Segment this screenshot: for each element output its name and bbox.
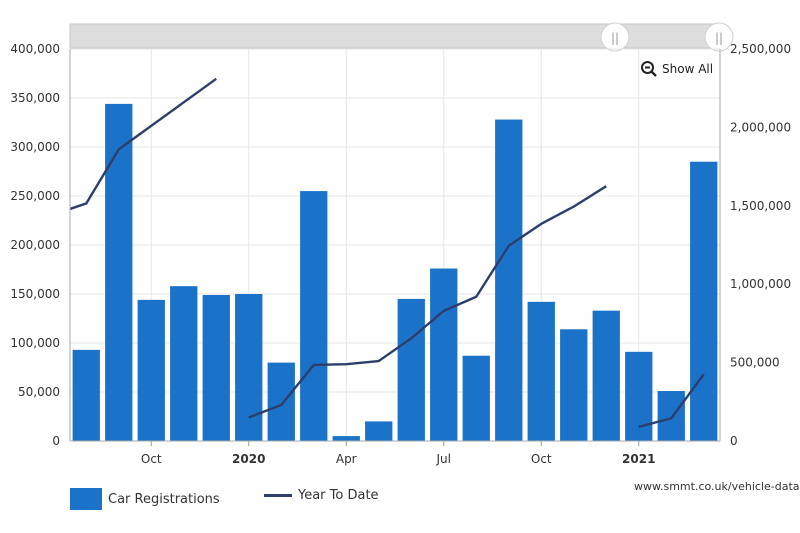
ytd-line-segment-2[interactable] [248,185,607,419]
legend-line-label: Year To Date [298,488,379,503]
bar-4[interactable] [170,286,198,441]
bar-7[interactable] [267,362,295,441]
show-all-button[interactable]: Show All [640,60,713,78]
bar-14[interactable] [495,119,523,441]
bar-11[interactable] [397,298,425,441]
x-tick-label: 2021 [622,452,655,466]
bar-6[interactable] [235,294,263,441]
y-right-tick-label: 2,500,000 [730,42,791,56]
zoom-out-icon [641,61,657,77]
show-all-label: Show All [662,62,714,76]
bar-2[interactable] [105,103,133,441]
bar-12[interactable] [430,268,458,441]
x-tick-label: Oct [531,452,552,466]
bar-10[interactable] [365,421,393,441]
bar-13[interactable] [462,355,490,441]
bar-9[interactable] [332,436,360,441]
bar-series [72,103,718,441]
y-right-tick-label: 500,000 [730,356,780,370]
x-tick-label: Apr [336,452,357,466]
y-left-tick-label: 350,000 [10,91,60,105]
bar-20[interactable] [690,161,718,441]
ytd-line-segment-3[interactable] [638,373,705,429]
x-tick-label: Jul [436,452,451,466]
range-handle-left-glyph: || [611,31,619,45]
y-left-tick-label: 50,000 [18,385,60,399]
bar-18[interactable] [625,351,653,441]
legend-item-car-registrations[interactable]: Car Registrations [70,488,220,510]
range-handle-left[interactable]: || [600,22,630,52]
legend-bar-label: Car Registrations [108,491,220,507]
y-left-tick-label: 300,000 [10,140,60,154]
line-series [69,77,705,429]
legend-bar-swatch [70,488,102,510]
y-right-tick-label: 0 [730,434,738,448]
legend-item-year-to-date[interactable]: Year To Date [264,488,379,503]
x-tick-label: Oct [141,452,162,466]
axes: 0 50,000 100,000 150,000 200,000 250,000 300,0… [10,42,791,466]
y-left-tick-label: 150,000 [10,287,60,301]
range-handle-right[interactable]: || [704,22,734,52]
source-url: www.smmt.co.uk/vehicle-data [634,480,800,493]
y-right-tick-label: 1,000,000 [730,277,791,291]
range-handle-right-glyph: || [715,31,723,45]
bar-1[interactable] [72,349,100,441]
bar-17[interactable] [592,310,620,441]
gridlines [70,48,720,441]
y-left-tick-label: 0 [52,434,60,448]
y-right-tick-label: 1,500,000 [730,199,791,213]
bar-8[interactable] [300,191,328,441]
bar-19[interactable] [657,391,685,441]
bar-3[interactable] [137,299,165,441]
bar-5[interactable] [202,294,230,441]
y-left-tick-label: 100,000 [10,336,60,350]
bar-16[interactable] [560,329,588,441]
x-tick-label: 2020 [232,452,265,466]
bar-15[interactable] [527,301,555,441]
legend-line-swatch [264,494,292,497]
ytd-line-segment-1[interactable] [69,77,217,211]
y-left-tick-label: 250,000 [10,189,60,203]
y-left-tick-label: 400,000 [10,42,60,56]
y-left-tick-label: 200,000 [10,238,60,252]
y-right-tick-label: 2,000,000 [730,120,791,134]
